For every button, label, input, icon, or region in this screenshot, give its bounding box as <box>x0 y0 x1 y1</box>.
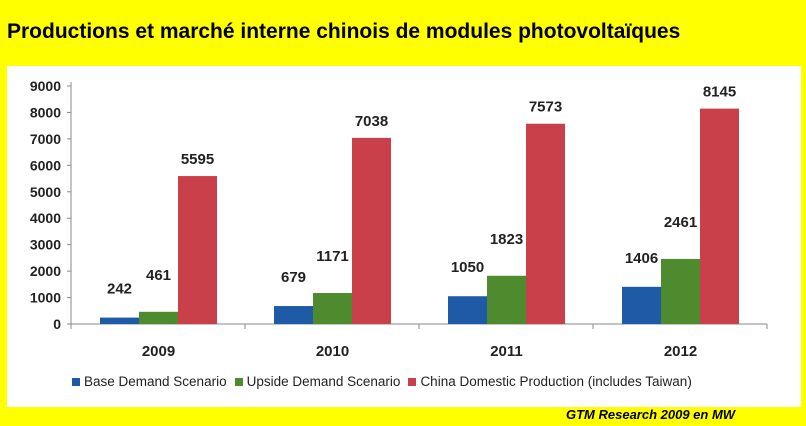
legend-label-base: Base Demand Scenario <box>84 374 227 389</box>
y-tick-label: 1000 <box>30 290 61 306</box>
y-tick-label: 9000 <box>30 78 61 94</box>
bar-2012-series-1 <box>661 258 700 324</box>
bar-2010-series-1 <box>313 293 352 324</box>
y-tick-label: 4000 <box>30 210 61 226</box>
data-label-2012-series-2: 8145 <box>703 84 736 101</box>
bar-2010-series-2 <box>352 137 391 324</box>
x-tick-label: 2009 <box>142 343 175 360</box>
bar-2011-series-0 <box>448 296 487 324</box>
bar-chart: 0 1000 2000 3000 4000 5000 6000 7000 8000 9000 242… <box>30 78 768 360</box>
bar-2012-series-2 <box>700 108 739 324</box>
legend-swatch-upside <box>234 377 243 386</box>
bar-2010-series-0 <box>274 306 313 324</box>
y-tick-label: 0 <box>53 316 61 332</box>
data-label-2010-series-0: 679 <box>281 269 306 286</box>
y-tick-label: 3000 <box>30 237 61 253</box>
data-label-2009-series-1: 461 <box>146 267 171 284</box>
bar-2012-series-0 <box>622 286 661 324</box>
y-tick-label: 6000 <box>30 157 61 173</box>
legend-label-china: China Domestic Production (includes Taiw… <box>420 374 692 389</box>
chart-title: Productions et marché interne chinois de… <box>7 20 681 43</box>
bar-2011-series-2 <box>526 123 565 324</box>
source-note: GTM Research 2009 en MW <box>566 407 736 422</box>
legend-item-upside: Upside Demand Scenario <box>234 374 401 389</box>
chart-legend: Base Demand Scenario Upside Demand Scena… <box>72 374 696 389</box>
data-label-2011-series-2: 7573 <box>529 99 562 116</box>
data-label-2009-series-0: 242 <box>107 281 132 298</box>
data-label-2011-series-1: 1823 <box>490 231 523 248</box>
bar-2011-series-1 <box>487 275 526 324</box>
data-label-2009-series-2: 5595 <box>181 151 214 168</box>
y-tick-label: 7000 <box>30 131 61 147</box>
data-label-2012-series-1: 2461 <box>664 214 697 231</box>
data-label-2012-series-0: 1406 <box>625 250 658 267</box>
x-tick-label: 2011 <box>490 343 523 360</box>
x-tick-label: 2012 <box>664 343 697 360</box>
chart-panel: 0 1000 2000 3000 4000 5000 6000 7000 8000 9000 242… <box>7 66 801 407</box>
legend-swatch-base <box>72 377 80 386</box>
y-tick-label: 8000 <box>30 104 61 120</box>
y-tick-label: 2000 <box>30 263 61 279</box>
data-label-2011-series-0: 1050 <box>451 259 484 276</box>
bar-2009-series-1 <box>139 311 178 324</box>
data-label-2010-series-2: 7038 <box>355 113 388 130</box>
y-tick-label: 5000 <box>30 184 61 200</box>
legend-swatch-china <box>408 377 417 386</box>
x-tick-label: 2010 <box>316 343 349 360</box>
legend-label-upside: Upside Demand Scenario <box>246 374 401 389</box>
legend-item-china: China Domestic Production (includes Taiw… <box>408 374 692 389</box>
legend-item-base: Base Demand Scenario <box>72 374 227 389</box>
bar-2009-series-2 <box>178 176 217 324</box>
bar-2009-series-0 <box>100 317 139 324</box>
data-label-2010-series-1: 1171 <box>316 248 349 265</box>
